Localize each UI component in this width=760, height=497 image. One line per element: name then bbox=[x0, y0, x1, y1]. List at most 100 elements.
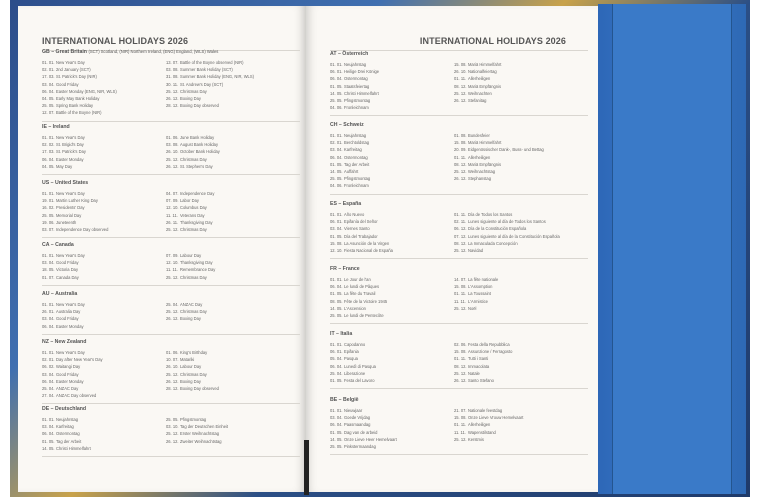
holiday-row: 15. 08. Onze Lieve Vrouw Hemelvaart bbox=[454, 414, 578, 421]
holiday-name: Staatsfeiertag bbox=[344, 83, 370, 89]
holiday-name: Remembrance Day bbox=[180, 267, 216, 273]
holiday-name: Tag der Arbeit bbox=[344, 161, 370, 167]
holiday-name: Mariä Himmelfahrt bbox=[468, 140, 502, 146]
holiday-column: 13. 07. Battle of the Boyne observed (NIR… bbox=[166, 59, 290, 117]
holiday-row: 04. 07. Independence Day bbox=[166, 190, 290, 197]
country-subtitle: (SCT) Scotland, (NIR) Northern Ireland, … bbox=[88, 49, 219, 54]
holiday-row: 20. 09. Eidgenössischer Dank-, Buss- und … bbox=[454, 146, 578, 153]
holiday-date: 06. 04. bbox=[330, 284, 343, 290]
holiday-name: St. Patrick's Day (NIR) bbox=[56, 74, 97, 80]
country-title: IT – Italia bbox=[330, 331, 353, 337]
holiday-row: 08. 05. Fête de la Victoire 1945 bbox=[330, 298, 454, 305]
holiday-name: Good Friday bbox=[56, 260, 79, 266]
holiday-row: 06. 12. Día de la Constitución Española bbox=[454, 225, 578, 232]
holiday-date: 14. 05. bbox=[42, 445, 55, 451]
holiday-date: 11. 11. bbox=[454, 429, 466, 435]
holiday-row: 01. 01. Capodanno bbox=[330, 341, 454, 348]
holiday-row: 02. 06. Festa della Repubblica bbox=[454, 341, 578, 348]
holiday-name: Memorial Day bbox=[56, 212, 82, 218]
country-section: IE – Ireland 01. 01. New Year's Day 02. 02.… bbox=[42, 124, 300, 175]
holiday-row: 27. 04. ANZAC Day observed bbox=[42, 392, 166, 399]
holiday-name: Battle of the Boyne (NIR) bbox=[56, 110, 102, 116]
holiday-name: Heilige Drei Könige bbox=[344, 69, 380, 75]
holiday-date: 01. 01. bbox=[42, 191, 55, 196]
holiday-row: 12. 10. Thanksgiving Day bbox=[166, 259, 290, 266]
holiday-row: 21. 07. Nationale feestdag bbox=[454, 407, 578, 414]
holiday-date: 11. 11. bbox=[166, 267, 178, 273]
holiday-row: 17. 03. St. Patrick's Day (NIR) bbox=[42, 73, 166, 80]
holiday-name: Onze Lieve Vrouw Hemelvaart bbox=[468, 415, 524, 421]
holiday-date: 03. 07. bbox=[42, 226, 55, 232]
section-divider bbox=[42, 333, 300, 335]
holiday-row: 02. 02. St. Brigid's Day bbox=[42, 141, 166, 148]
holiday-date: 03. 04. bbox=[42, 424, 55, 430]
holiday-name: Karfreitag bbox=[56, 424, 74, 430]
holiday-name: Christi Himmelfahrt bbox=[344, 90, 379, 96]
holiday-date: 19. 01. bbox=[42, 198, 55, 204]
holiday-row: 06. 01. Epifanía del Señor bbox=[330, 218, 454, 225]
holiday-row: 03. 04. Karfreitag bbox=[330, 146, 454, 153]
holiday-name: Pfingstmontag bbox=[344, 176, 371, 182]
holiday-row: 07. 09. Labour Day bbox=[166, 252, 290, 259]
holiday-row: 25. 05. Memorial Day bbox=[42, 212, 166, 219]
holiday-date: 26. 10. bbox=[166, 149, 179, 155]
section-divider bbox=[42, 403, 300, 405]
holiday-date: 06. 04. bbox=[330, 363, 343, 369]
holiday-date: 25. 12. bbox=[454, 305, 467, 311]
holiday-name: Boxing Day bbox=[180, 316, 201, 322]
holiday-date: 14. 05. bbox=[330, 168, 343, 174]
holiday-row: 30. 11. St. Andrew's Day (SCT) bbox=[166, 81, 290, 88]
holiday-date: 26. 01. bbox=[42, 309, 55, 315]
holiday-row: 18. 05. Victoria Day bbox=[42, 266, 166, 273]
holiday-date: 08. 12. bbox=[454, 363, 467, 369]
country-heading: FR – France bbox=[330, 266, 588, 272]
holiday-name: Independence Day bbox=[180, 191, 215, 196]
holiday-column: 01. 01. New Year's Day 03. 04. Good Friday 1… bbox=[42, 252, 166, 281]
country-heading: IE – Ireland bbox=[42, 124, 300, 130]
country-heading: IT – Italia bbox=[330, 331, 588, 337]
country-section: CA – Canada 01. 01. New Year's Day 03. 04. G… bbox=[42, 242, 300, 286]
holiday-name: Allerheiligen bbox=[468, 76, 491, 82]
holiday-name: L'Ascension bbox=[344, 305, 366, 311]
holiday-date: 01. 05. bbox=[330, 233, 343, 239]
holiday-date: 03. 04. bbox=[330, 415, 343, 421]
holiday-name: Dag van de arbeid bbox=[344, 429, 378, 435]
holiday-date: 25. 12. bbox=[454, 370, 467, 376]
holiday-date: 25. 12. bbox=[454, 247, 467, 253]
section-divider bbox=[330, 454, 588, 456]
country-section: NZ – New Zealand 01. 01. New Year's Day 02.… bbox=[42, 339, 300, 405]
holiday-name: Mariä Empfängnis bbox=[468, 161, 501, 167]
holiday-date: 01. 01. bbox=[330, 277, 343, 282]
holiday-name: New Year's Day bbox=[56, 60, 85, 65]
holiday-name: August Bank Holiday bbox=[180, 142, 219, 148]
holiday-date: 26. 12. bbox=[166, 95, 179, 101]
holiday-date: 01. 11. bbox=[454, 422, 467, 428]
holiday-name: Auffahrt bbox=[344, 168, 359, 174]
holiday-name: Eidgenössischer Dank-, Buss- und Bettag bbox=[468, 147, 544, 153]
holiday-name: Bundesfeier bbox=[468, 133, 490, 138]
holiday-date: 03. 04. bbox=[330, 147, 343, 153]
country-title: ES – España bbox=[330, 201, 362, 207]
country-title: AT – Österreich bbox=[330, 51, 369, 57]
holiday-date: 25. 04. bbox=[166, 302, 179, 307]
country-title: US – United States bbox=[42, 180, 89, 186]
holiday-row: 07. 09. Labor Day bbox=[166, 197, 290, 204]
holiday-row: 15. 08. Mariä Himmelfahrt bbox=[454, 61, 578, 68]
country-section: AU – Australia 01. 01. New Year's Day 26. 0… bbox=[42, 291, 300, 335]
holiday-name: Neujahrstag bbox=[344, 133, 367, 138]
holiday-name: Tutti i Santi bbox=[468, 356, 489, 362]
section-divider bbox=[42, 237, 300, 239]
holiday-date: 12. 10. bbox=[166, 205, 179, 211]
holiday-date: 12. 10. bbox=[166, 260, 179, 266]
holiday-name: Tag der Deutschen Einheit bbox=[180, 424, 229, 430]
holiday-name: Early May Bank Holiday bbox=[56, 95, 100, 101]
country-title: CH – Schweiz bbox=[330, 122, 364, 128]
holiday-date: 25. 05. bbox=[42, 212, 55, 218]
holiday-name: Boxing Day bbox=[180, 95, 201, 101]
holiday-name: Waitangi Day bbox=[56, 364, 81, 370]
right-page: INTERNATIONAL HOLIDAYS 2026 AT – Österre… bbox=[306, 6, 598, 492]
holiday-name: La fête nationale bbox=[468, 277, 499, 282]
holiday-row: 01. 06. King's Birthday bbox=[166, 349, 290, 356]
holiday-name: Navidad bbox=[468, 247, 484, 253]
holiday-date: 16. 02. bbox=[42, 205, 55, 211]
